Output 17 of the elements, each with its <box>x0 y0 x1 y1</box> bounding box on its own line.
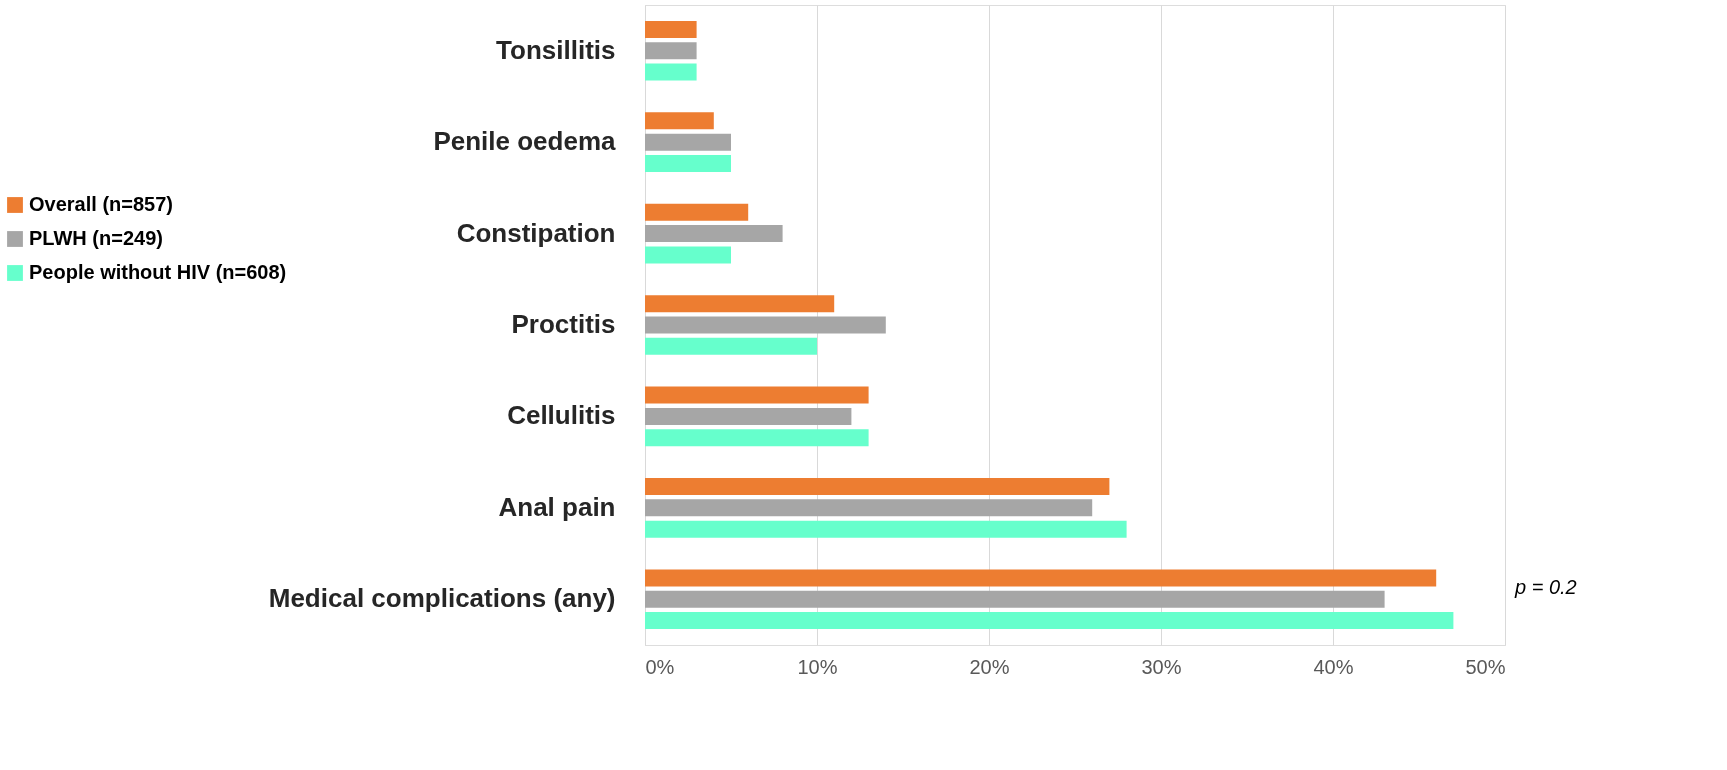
legend-label: PLWH (n=249) <box>29 227 163 249</box>
y-tick-label: Tonsillitis <box>496 34 616 65</box>
x-tick-label: 40% <box>1313 655 1354 678</box>
x-tick-label: 50% <box>1465 655 1506 678</box>
y-tick-label: Proctitis <box>511 309 616 339</box>
x-tick-label: 10% <box>797 655 838 678</box>
y-tick-label: Anal pain <box>498 491 616 522</box>
legend-label: People without HIV (n=608) <box>29 261 287 283</box>
y-tick-label: Medical complications (any) <box>268 583 616 614</box>
y-tick-label: Constipation <box>456 217 616 248</box>
x-tick-label: 0% <box>645 655 675 678</box>
y-tick-label: Cellulitis <box>507 400 616 431</box>
x-tick-label: 20% <box>969 655 1010 678</box>
y-tick-label: Penile oedema <box>433 126 617 157</box>
text: p = 0.2 <box>1514 576 1577 598</box>
legend-label: Overall (n=857) <box>29 193 173 215</box>
x-tick-label: 30% <box>1141 655 1182 678</box>
